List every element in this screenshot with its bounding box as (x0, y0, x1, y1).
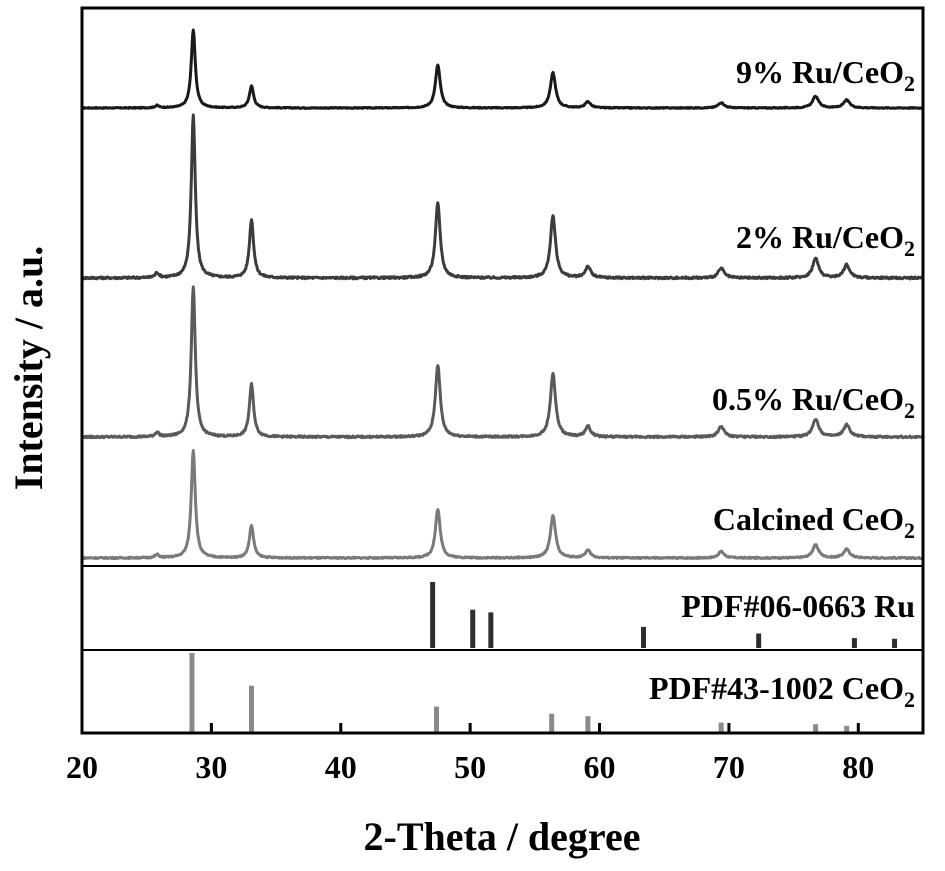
x-tick-label: 50 (454, 749, 486, 785)
series-label-2-ru-ceo: 2% Ru/CeO2 (736, 219, 915, 261)
series-label-calcined-ceo: Calcined CeO2 (713, 501, 915, 543)
x-axis-ticks: 20 30 40 50 60 70 80 (66, 723, 874, 785)
x-tick-label: 40 (325, 749, 357, 785)
series-labels: 9% Ru/CeO2 2% Ru/CeO2 0.5% Ru/CeO2 Calcined… (649, 54, 915, 712)
y-axis-label: Intensity / a.u. (6, 246, 51, 491)
ref-label-pdf-43-1002-ceo: PDF#43-1002 CeO2 (649, 670, 915, 712)
series-line-0-5-ru-ceo (80, 285, 925, 440)
traces (80, 28, 925, 561)
x-tick-label: 30 (195, 749, 227, 785)
series-label-0-5-ru-ceo: 0.5% Ru/CeO2 (712, 381, 915, 423)
series-label-9-ru-ceo: 9% Ru/CeO2 (736, 54, 915, 96)
x-tick-label: 60 (584, 749, 616, 785)
series-line-calcined-ceo (81, 448, 924, 561)
reference-patterns (189, 582, 898, 733)
ref-label-pdf-06-0663-ru: PDF#06-0663 Ru (681, 588, 915, 624)
series-line-9-ru-ceo (81, 28, 924, 110)
x-tick-label: 70 (713, 749, 745, 785)
series-line-2-ru-ceo (80, 113, 924, 281)
x-tick-label: 20 (66, 749, 98, 785)
x-tick-label: 80 (842, 749, 874, 785)
plot-frame (80, 6, 925, 735)
x-axis-label: 2-Theta / degree (364, 814, 641, 859)
